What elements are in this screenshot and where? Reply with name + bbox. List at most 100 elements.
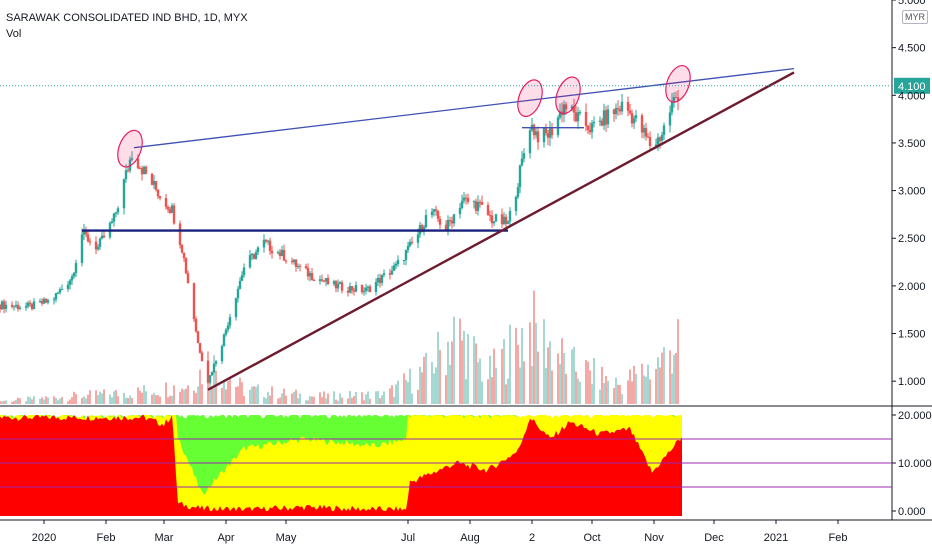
candle-body: [242, 267, 246, 276]
candle-body: [282, 249, 286, 261]
time-tick-label: 2021: [764, 532, 788, 544]
candle-body: [616, 107, 620, 110]
candle-body: [114, 212, 118, 214]
candle-body: [654, 144, 658, 147]
candle-body: [142, 166, 146, 175]
volume-bar: [627, 380, 629, 404]
candle-body: [178, 223, 182, 246]
volume-bar: [95, 390, 97, 404]
volume-bar: [113, 391, 115, 404]
candle-body: [506, 221, 510, 224]
candle-body: [472, 201, 476, 203]
volume-bar: [545, 368, 547, 404]
volume-bar: [675, 352, 677, 404]
volume-bar: [353, 396, 355, 404]
candle-body: [542, 128, 546, 143]
candle-body: [574, 112, 578, 122]
candle-body: [154, 181, 158, 190]
volume-label: Vol: [6, 28, 22, 40]
candle-body: [158, 196, 162, 199]
candle-body: [2, 301, 6, 309]
candle-body: [534, 131, 538, 136]
volume-bar: [69, 399, 71, 404]
volume-bar: [187, 385, 189, 404]
candle-body: [452, 214, 456, 224]
candle-body: [478, 201, 482, 203]
volume-bar: [171, 395, 173, 404]
time-tick-label: Oct: [583, 532, 600, 544]
volume-bar: [505, 384, 507, 404]
candle-body: [12, 306, 16, 308]
candle-body: [438, 218, 442, 225]
candle-body: [224, 329, 228, 335]
volume-bar: [139, 390, 141, 404]
volume-bar: [635, 373, 637, 404]
volume-bar: [561, 338, 563, 404]
indicator-tick-label: 10.000: [898, 458, 932, 470]
candle-body: [486, 204, 490, 216]
candle-body: [290, 260, 294, 263]
volume-bar: [251, 386, 253, 404]
volume-bar: [517, 344, 519, 404]
volume-bar: [587, 361, 589, 404]
volume-bar: [109, 394, 111, 404]
candle-body: [276, 252, 280, 254]
candle-body: [546, 133, 550, 138]
time-tick-label: May: [276, 532, 297, 544]
volume-bar: [677, 319, 679, 404]
candle-body: [396, 260, 400, 264]
volume-bar: [655, 368, 657, 404]
candle-body: [292, 259, 296, 263]
candle-body: [448, 219, 452, 221]
candle-body: [192, 283, 196, 320]
indicator-tick-label: 0.000: [898, 506, 926, 518]
volume-bar: [445, 375, 447, 404]
volume-bar: [83, 396, 85, 404]
candle-body: [318, 279, 322, 282]
candle-body: [212, 363, 216, 373]
candle-body: [612, 109, 616, 115]
time-tick-label: Feb: [97, 532, 116, 544]
candle-body: [392, 265, 396, 271]
volume-bar: [461, 340, 463, 404]
volume-bar: [99, 391, 101, 404]
candle-body: [0, 304, 2, 310]
candle-body: [336, 283, 340, 289]
candle-body: [0, 301, 4, 310]
candle-body: [522, 153, 526, 159]
volume-bar: [277, 398, 279, 404]
volume-bar: [447, 341, 449, 404]
volume-bar: [253, 386, 255, 404]
volume-bar: [351, 397, 353, 404]
candle-body: [14, 304, 18, 307]
currency-badge[interactable]: MYR: [902, 10, 928, 24]
candle-body: [150, 173, 154, 185]
volume-bar: [209, 378, 211, 404]
candle-body: [536, 131, 540, 143]
volume-bar: [47, 397, 49, 404]
candle-body: [662, 125, 666, 135]
volume-bar: [535, 322, 537, 404]
time-tick-label: 2020: [32, 532, 56, 544]
candle-body: [562, 104, 566, 115]
volume-bar: [143, 385, 145, 404]
volume-bar: [533, 290, 535, 404]
candle-body: [618, 109, 622, 112]
candle-body: [340, 282, 344, 291]
price-tick-label: 2.000: [898, 281, 926, 293]
candle-body: [592, 121, 596, 124]
volume-bar: [249, 389, 251, 404]
candle-body: [494, 214, 498, 222]
candle-body: [70, 276, 74, 281]
volume-bar: [575, 371, 577, 404]
candle-body: [42, 298, 46, 304]
candle-body: [294, 259, 298, 267]
volume-bar: [241, 382, 243, 404]
volume-bar: [73, 391, 75, 404]
volume-bar: [417, 389, 419, 404]
volume-bar: [323, 391, 325, 404]
volume-bar: [111, 397, 113, 404]
candle-body: [196, 331, 200, 344]
volume-bar: [397, 380, 399, 404]
